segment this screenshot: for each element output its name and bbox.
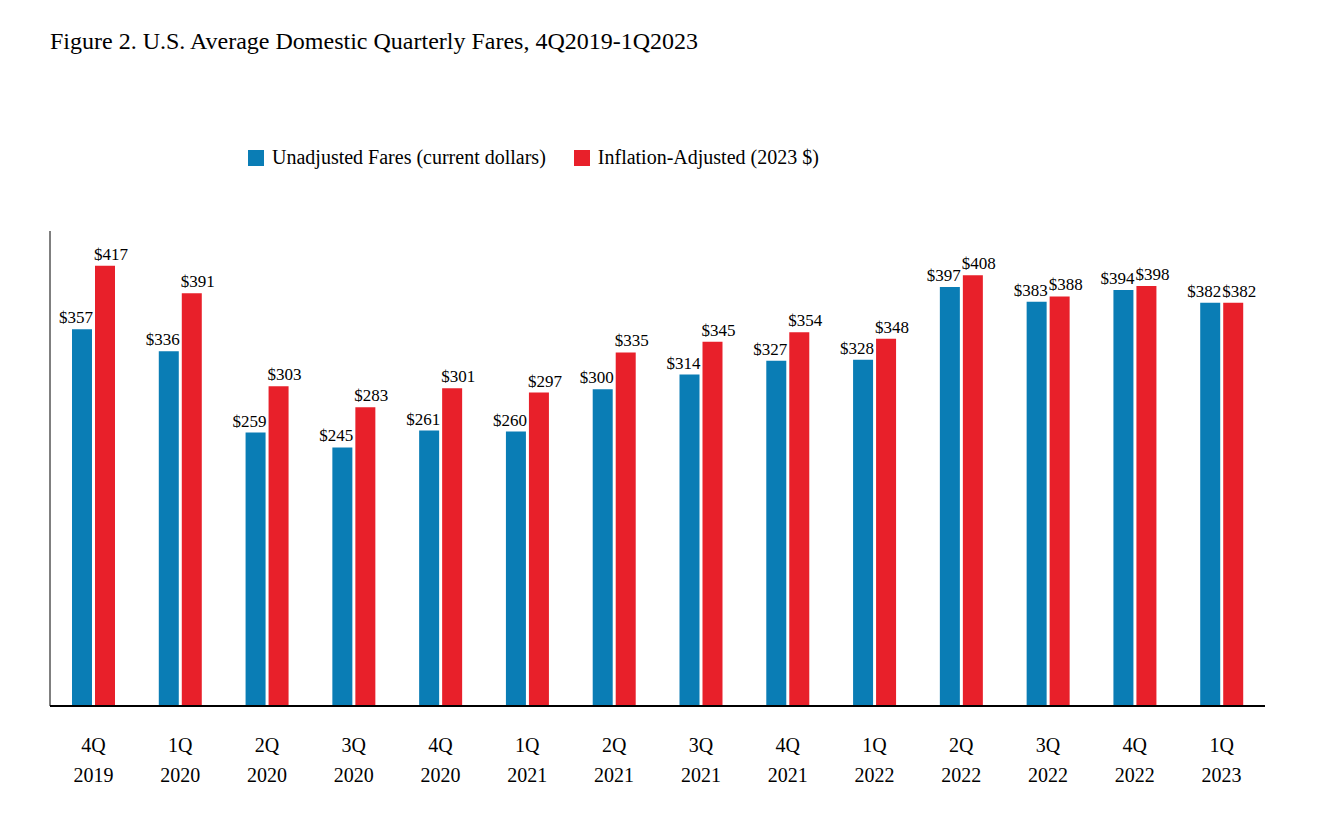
html-text:Unadjusted Fares (current doll: Unadjusted Fares (current dollars) bbox=[272, 146, 546, 168]
svg-text:3Q2022: 3Q2022 bbox=[1028, 734, 1068, 786]
svg-text:1Q2022: 1Q2022 bbox=[854, 734, 894, 786]
svg-text:$283: $283 bbox=[354, 386, 388, 405]
html-text:Inflation-Adjusted (2023 $): Inflation-Adjusted (2023 $) bbox=[597, 146, 819, 168]
svg-text:$354: $354 bbox=[788, 311, 823, 330]
svg-text:$345: $345 bbox=[702, 321, 736, 340]
svg-text:$301: $301 bbox=[441, 367, 475, 386]
svg-text:$382: $382 bbox=[1222, 282, 1256, 301]
svg-text:$327: $327 bbox=[753, 340, 788, 359]
svg-text:$261: $261 bbox=[406, 410, 440, 429]
svg-text:1Q2021: 1Q2021 bbox=[507, 734, 547, 786]
html-text:Figure 2. U.S. Average Domesti: Figure 2. U.S. Average Domestic Quarterl… bbox=[50, 28, 699, 54]
svg-text:$408: $408 bbox=[962, 254, 996, 273]
svg-text:$397: $397 bbox=[927, 266, 962, 285]
svg-text:$259: $259 bbox=[233, 412, 267, 431]
svg-text:2Q2021: 2Q2021 bbox=[594, 734, 634, 786]
svg-text:4Q2019: 4Q2019 bbox=[73, 734, 113, 786]
svg-text:$348: $348 bbox=[875, 318, 909, 337]
svg-text:$391: $391 bbox=[181, 272, 215, 291]
svg-text:$382: $382 bbox=[1187, 282, 1221, 301]
svg-text:1Q2020: 1Q2020 bbox=[160, 734, 200, 786]
svg-text:$394: $394 bbox=[1100, 269, 1135, 288]
svg-text:$300: $300 bbox=[580, 368, 614, 387]
svg-text:1Q2023: 1Q2023 bbox=[1202, 734, 1242, 786]
svg-text:$260: $260 bbox=[493, 411, 527, 430]
svg-text:4Q2021: 4Q2021 bbox=[768, 734, 808, 786]
svg-text:3Q2020: 3Q2020 bbox=[334, 734, 374, 786]
svg-text:$417: $417 bbox=[94, 245, 129, 264]
svg-text:3Q2021: 3Q2021 bbox=[681, 734, 721, 786]
svg-text:$314: $314 bbox=[667, 354, 702, 373]
svg-text:$383: $383 bbox=[1014, 281, 1048, 300]
svg-text:2Q2022: 2Q2022 bbox=[941, 734, 981, 786]
svg-text:$357: $357 bbox=[59, 308, 94, 327]
svg-text:2Q2020: 2Q2020 bbox=[247, 734, 287, 786]
svg-text:$328: $328 bbox=[840, 339, 874, 358]
svg-text:$398: $398 bbox=[1135, 265, 1169, 284]
svg-text:4Q2022: 4Q2022 bbox=[1115, 734, 1155, 786]
svg-text:$336: $336 bbox=[146, 330, 180, 349]
svg-text:4Q2020: 4Q2020 bbox=[421, 734, 461, 786]
svg-text:$245: $245 bbox=[319, 426, 353, 445]
svg-text:$297: $297 bbox=[528, 372, 563, 391]
svg-text:$388: $388 bbox=[1049, 275, 1083, 294]
svg-text:$303: $303 bbox=[268, 365, 302, 384]
svg-text:$335: $335 bbox=[615, 331, 649, 350]
